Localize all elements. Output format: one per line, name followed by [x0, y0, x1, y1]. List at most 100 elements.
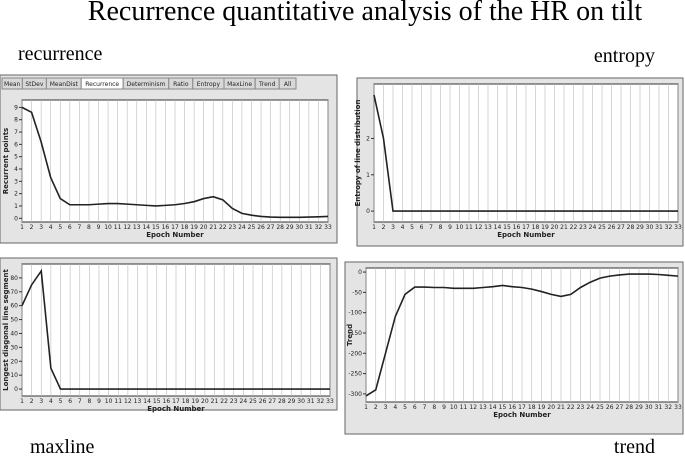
x-tick-label: 19: [191, 398, 199, 405]
x-tick-label: 12: [123, 224, 131, 231]
x-tick-label: 1: [372, 224, 376, 231]
y-tick-label: 2: [366, 135, 370, 142]
x-tick-label: 14: [143, 398, 151, 405]
x-tick-label: 1: [20, 224, 24, 231]
x-tick-label: 22: [220, 398, 228, 405]
x-tick-label: 21: [209, 224, 217, 231]
tab-label: Determinism: [127, 81, 166, 88]
x-tick-label: 27: [617, 224, 625, 231]
x-tick-label: 25: [596, 404, 604, 411]
x-tick-label: 20: [201, 398, 209, 405]
x-tick-label: 32: [664, 404, 672, 411]
x-tick-label: 19: [190, 224, 198, 231]
y-tick-label: -250: [348, 371, 362, 378]
slide-title: Recurrence quantitative analysis of the …: [88, 0, 643, 27]
x-tick-label: 29: [636, 224, 644, 231]
x-tick-label: 3: [391, 224, 395, 231]
x-tick-label: 9: [448, 224, 452, 231]
x-tick-label: 27: [616, 404, 624, 411]
x-tick-label: 5: [410, 224, 414, 231]
x-tick-label: 22: [570, 224, 578, 231]
y-tick-label: 60: [10, 303, 18, 310]
x-tick-label: 24: [238, 224, 246, 231]
x-tick-label: 31: [655, 404, 663, 411]
x-tick-label: 27: [268, 398, 276, 405]
x-tick-label: 4: [49, 398, 53, 405]
x-axis-label: Epoch Number: [147, 405, 205, 413]
x-tick-label: 28: [625, 404, 633, 411]
x-tick-label: 12: [124, 398, 132, 405]
data-line: [373, 94, 678, 212]
chart-title: entropy: [594, 45, 655, 67]
x-tick-label: 21: [211, 398, 219, 405]
x-tick-label: 30: [297, 398, 305, 405]
x-tick-label: 28: [278, 398, 286, 405]
y-axis-label: Longest diagonal line segment: [2, 268, 10, 390]
x-tick-label: 27: [267, 224, 275, 231]
chart-title: recurrence: [18, 43, 102, 65]
x-tick-label: 18: [528, 404, 536, 411]
y-tick-label: 5: [14, 154, 18, 161]
x-tick-label: 9: [97, 224, 101, 231]
x-tick-label: 26: [259, 398, 267, 405]
x-tick-label: 16: [163, 398, 171, 405]
x-tick-label: 16: [162, 224, 170, 231]
y-tick-label: 70: [10, 289, 18, 296]
data-line: [365, 273, 679, 397]
tab-label: Entropy: [197, 81, 221, 88]
x-tick-label: 10: [456, 224, 464, 231]
x-tick-label: 20: [547, 404, 555, 411]
y-tick-label: 0: [358, 269, 362, 276]
x-tick-label: 13: [133, 224, 141, 231]
x-tick-label: 15: [503, 224, 511, 231]
x-tick-label: 17: [171, 224, 179, 231]
y-tick-label: 9: [14, 104, 18, 111]
y-axis-label: Recurrent points: [2, 128, 10, 194]
y-tick-label: -150: [348, 330, 362, 337]
x-tick-label: 10: [105, 398, 113, 405]
y-tick-label: 1: [366, 172, 370, 179]
x-tick-label: 4: [49, 224, 53, 231]
x-tick-label: 6: [68, 224, 72, 231]
x-tick-label: 11: [114, 398, 122, 405]
x-tick-label: 17: [522, 224, 530, 231]
y-tick-label: 80: [10, 275, 18, 282]
x-tick-label: 3: [39, 224, 43, 231]
x-tick-label: 31: [655, 224, 663, 231]
x-tick-label: 13: [134, 398, 142, 405]
tab[interactable]: [278, 77, 297, 90]
y-tick-label: -200: [348, 350, 362, 357]
x-tick-label: 9: [97, 398, 101, 405]
y-axis-label: Trend: [346, 324, 354, 346]
x-tick-label: 16: [508, 404, 516, 411]
x-tick-label: 6: [420, 224, 424, 231]
x-tick-label: 32: [317, 398, 325, 405]
x-tick-label: 7: [423, 404, 427, 411]
y-tick-label: 2: [14, 191, 18, 198]
x-tick-label: 22: [567, 404, 575, 411]
y-tick-label: 0: [366, 208, 370, 215]
x-tick-label: 19: [541, 224, 549, 231]
tab-label: Ratio: [173, 81, 189, 88]
x-tick-label: 25: [248, 224, 256, 231]
x-tick-label: 14: [142, 224, 150, 231]
x-tick-label: 1: [20, 398, 24, 405]
x-tick-label: 10: [104, 224, 112, 231]
x-tick-label: 17: [172, 398, 180, 405]
chart-title: trend: [614, 436, 655, 458]
x-tick-label: 31: [307, 398, 315, 405]
x-tick-label: 32: [665, 224, 673, 231]
y-tick-label: 0: [14, 215, 18, 222]
tab-label: StDev: [25, 81, 43, 88]
x-tick-label: 28: [276, 224, 284, 231]
y-tick-label: 7: [14, 129, 18, 136]
y-tick-label: 10: [10, 372, 18, 379]
x-tick-label: 9: [442, 404, 446, 411]
x-tick-label: 13: [479, 404, 487, 411]
x-tick-label: 12: [475, 224, 483, 231]
x-tick-label: 30: [295, 224, 303, 231]
x-tick-label: 22: [219, 224, 227, 231]
x-tick-label: 24: [589, 224, 597, 231]
x-tick-label: 13: [484, 224, 492, 231]
tab-label: Trend: [258, 81, 276, 88]
